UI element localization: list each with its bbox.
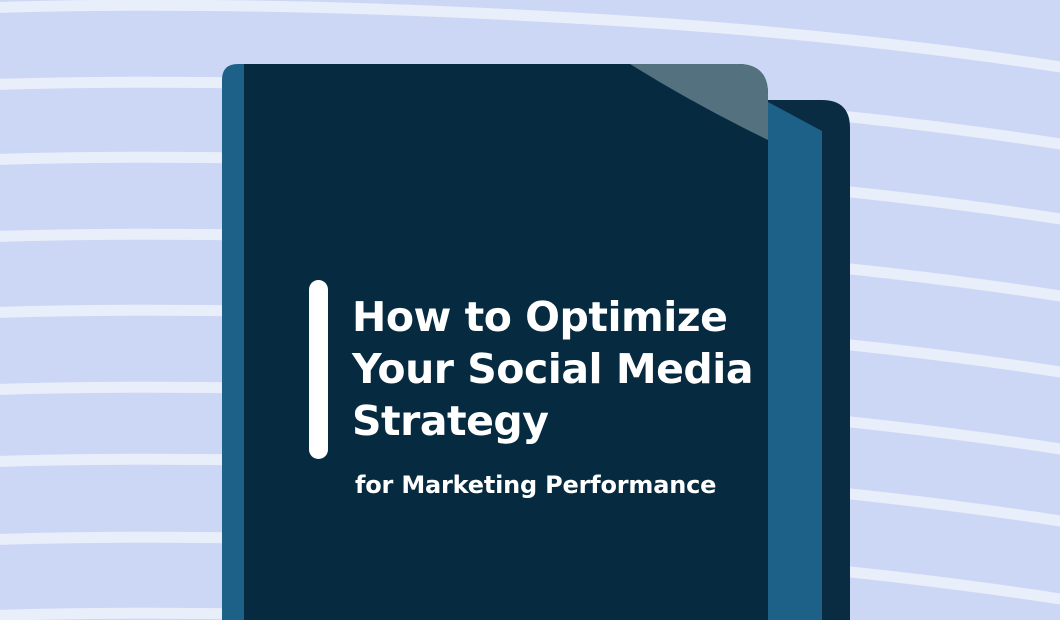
folded-corner (630, 64, 768, 140)
poster-title: How to Optimize Your Social Media Strate… (352, 291, 754, 447)
poster-subtitle: for Marketing Performance (355, 471, 717, 499)
accent-bar (309, 280, 328, 459)
title-line: How to Optimize (352, 293, 728, 341)
book-page-edges (768, 102, 822, 620)
book-front-cover (244, 64, 768, 620)
title-line: Strategy (352, 397, 549, 445)
title-line: Your Social Media (352, 345, 754, 393)
